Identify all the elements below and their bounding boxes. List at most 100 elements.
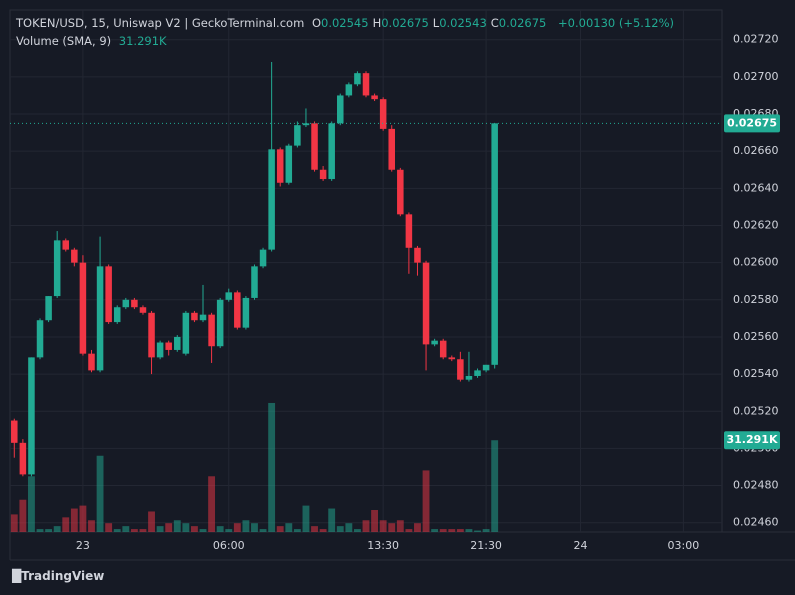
volume-bar (130, 529, 138, 532)
volume-bar (302, 505, 310, 532)
volume-bar (491, 440, 499, 532)
candle-body (337, 95, 344, 124)
volume-bar (79, 505, 87, 532)
ohlc-legend: O0.02545 H0.02675 L0.02543 C0.02675 (312, 16, 550, 30)
candle-body (242, 297, 250, 328)
change: +0.00130 (+5.12%) (558, 16, 675, 30)
volume-bar (156, 526, 164, 532)
volume-bar (182, 523, 190, 532)
candle-body (285, 145, 293, 183)
brand: █TradingView (12, 569, 105, 583)
volume-bar (259, 529, 267, 532)
candle-body (216, 299, 224, 347)
candle-body (439, 340, 447, 358)
candle-body (62, 240, 70, 250)
volume-bar (422, 470, 430, 532)
y-tick-label: 0.02480 (733, 479, 779, 492)
volume-bar (431, 529, 439, 532)
ohlc-key: H (372, 16, 382, 30)
candle-body (345, 84, 353, 96)
volume-bar (88, 520, 95, 532)
candle-body (208, 314, 215, 347)
volume-bar (293, 529, 301, 532)
volume-bar (122, 526, 130, 532)
y-tick-label: 0.02580 (733, 293, 779, 306)
volume-bar (148, 511, 155, 532)
y-tick-label: 0.02620 (733, 218, 779, 231)
volume-bar (439, 529, 447, 532)
candle-body (405, 214, 413, 248)
volume-bar (113, 529, 121, 532)
volume-bar (105, 523, 113, 532)
candle-body (234, 292, 241, 328)
x-tick-label: 06:00 (213, 539, 245, 552)
volume-bar (242, 520, 250, 532)
candle-body (36, 320, 44, 358)
candle-body (371, 95, 378, 100)
candle-body (448, 357, 456, 360)
volume-bar (336, 526, 344, 532)
volume-bar (311, 526, 318, 532)
volume-bar (371, 510, 379, 532)
candle-body (397, 169, 404, 215)
candle-body (96, 266, 104, 371)
volume-bar (70, 508, 78, 532)
price-label-box (724, 114, 780, 133)
y-tick-label: 0.02700 (733, 70, 779, 83)
volume-bar (53, 526, 61, 532)
ohlc-value: 0.02543 (439, 16, 487, 30)
candle-body (457, 359, 464, 380)
candle-body (422, 262, 430, 345)
volume-bar (165, 523, 173, 532)
volume-bar (173, 520, 181, 532)
ohlc-key: C (490, 16, 499, 30)
x-tick-label: 21:30 (470, 539, 502, 552)
volume-bar (414, 523, 421, 532)
candle-body (156, 342, 164, 358)
volume-bar (45, 529, 53, 532)
x-tick-label: 13:30 (367, 539, 399, 552)
candle-body (354, 73, 361, 85)
volume-bar (62, 517, 70, 532)
candle-body (311, 123, 318, 170)
ohlc-key: O (311, 16, 321, 30)
candle-body (53, 240, 61, 297)
candle-body (113, 307, 121, 323)
y-tick-label: 0.02540 (733, 367, 779, 380)
ohlc-value: 0.02545 (321, 16, 369, 30)
y-tick-label: 0.02660 (733, 144, 779, 157)
volume-bar (28, 476, 35, 532)
candle-body (225, 292, 233, 300)
price-label: 0.02675 (727, 116, 777, 129)
candle-body (71, 249, 78, 263)
ohlc-value: 0.02675 (381, 16, 429, 30)
candle-body (11, 420, 18, 443)
volume-bar (268, 402, 276, 532)
x-tick-label: 03:00 (668, 539, 700, 552)
candle-body (182, 312, 190, 354)
ohlc-value: 0.02675 (498, 16, 547, 30)
ohlc-key: L (432, 16, 440, 30)
y-tick-label: 0.02560 (733, 330, 779, 343)
volume-bar (353, 529, 361, 532)
candle-body (105, 266, 112, 323)
volume-bar (345, 523, 353, 532)
candle-body (474, 370, 481, 376)
candle-body (174, 336, 181, 350)
volume-bar (191, 526, 198, 532)
y-tick-label: 0.02640 (733, 181, 779, 194)
candle-body (319, 169, 327, 180)
volume-bar (362, 520, 370, 532)
chart-title: TOKEN/USD, 15, Uniswap V2 | GeckoTermina… (16, 16, 305, 30)
candle-body (379, 99, 387, 129)
candle-body (131, 299, 138, 308)
volume-bar (276, 526, 284, 532)
candle-body (414, 247, 421, 263)
candle-body (362, 73, 370, 96)
candle-body (28, 357, 35, 475)
candle-body (139, 307, 147, 313)
volume-bar (379, 520, 387, 532)
volume-bar (10, 514, 18, 532)
x-tick-label: 23 (76, 539, 90, 552)
